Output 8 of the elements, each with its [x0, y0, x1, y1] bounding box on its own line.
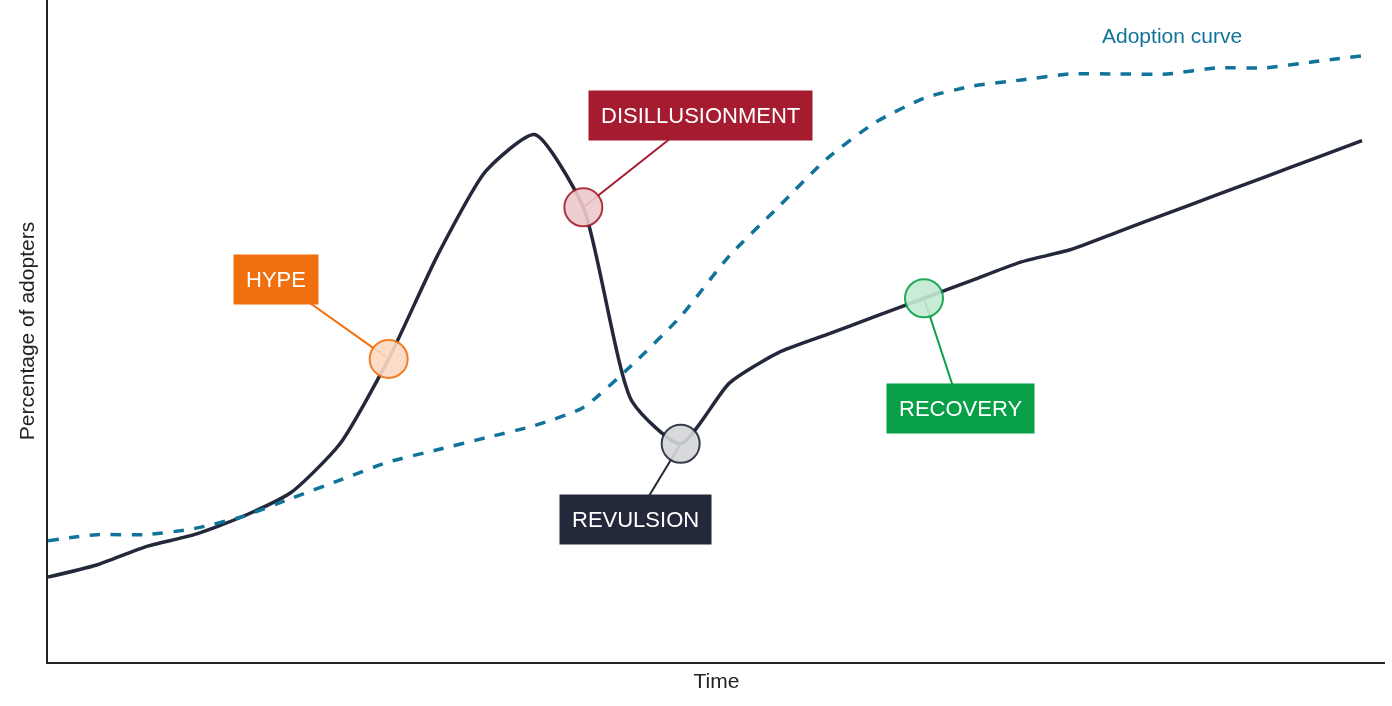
annotation: REVULSION [572, 507, 700, 532]
annotation: HYPE [246, 267, 306, 292]
y-axis-title: Percentage of adopters [14, 221, 38, 441]
annotation: DISILLUSIONMENT [601, 103, 801, 128]
point [660, 423, 701, 464]
annotation: RECOVERY [899, 396, 1023, 421]
x-axis-title: Time [693, 668, 740, 692]
series-label: Adoption curve [1102, 24, 1243, 47]
